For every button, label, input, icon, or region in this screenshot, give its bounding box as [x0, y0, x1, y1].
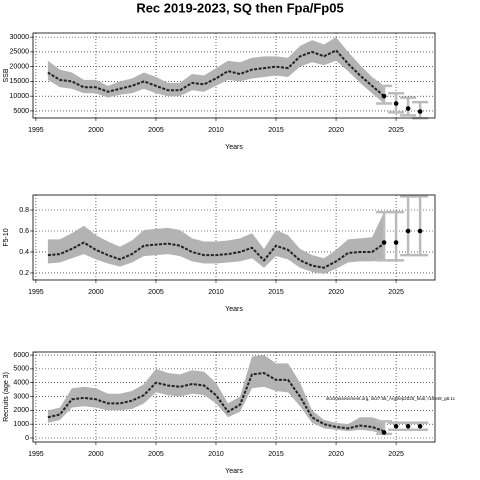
x-tick-label: 2025	[388, 289, 404, 296]
x-tick-label: 1995	[28, 451, 44, 458]
x-tick-label: 1995	[28, 289, 44, 296]
plot-frame	[32, 194, 436, 281]
y-tick-label: 25000	[10, 49, 30, 56]
projection-point	[393, 423, 399, 429]
estimate-line	[47, 241, 385, 269]
estimate-line	[47, 49, 385, 97]
projection-point	[381, 240, 387, 245]
annotation: stockassessment.org, lin27.56_Argi/lep20…	[326, 396, 456, 401]
y-axis-label: Recruits (age 3)	[3, 372, 10, 422]
x-tick-label: 2005	[148, 127, 164, 134]
y-tick-label: 20000	[10, 63, 30, 70]
x-tick-label: 2000	[88, 451, 104, 458]
projection-point	[393, 101, 399, 106]
x-tick-label: 2010	[208, 289, 224, 296]
x-tick-label: 2020	[328, 451, 344, 458]
x-axis-label: Years	[225, 306, 243, 313]
x-tick-label: 2000	[88, 289, 104, 296]
y-tick-label: 0.2	[19, 270, 29, 277]
y-tick-label: 15000	[10, 78, 30, 85]
y-tick-label: 6000	[13, 352, 29, 359]
confidence-band	[47, 37, 385, 104]
projection-point	[405, 228, 411, 234]
x-tick-label: 2020	[328, 127, 344, 134]
y-tick-label: 2000	[13, 407, 29, 414]
projection-point	[405, 423, 411, 429]
x-tick-label: 2005	[148, 451, 164, 458]
projection-point	[393, 240, 399, 245]
y-axis-label: SSB	[3, 68, 10, 82]
y-tick-label: 4000	[13, 380, 29, 387]
x-tick-label: 2000	[88, 127, 104, 134]
y-tick-label: 0.8	[19, 207, 29, 214]
x-tick-label: 2010	[208, 451, 224, 458]
projection-point	[417, 228, 423, 234]
projection-point	[405, 106, 411, 111]
x-tick-label: 2015	[268, 127, 284, 134]
plot-frame	[32, 32, 436, 119]
y-tick-label: 0	[25, 435, 29, 442]
y-tick-label: 3000	[13, 393, 29, 400]
x-tick-label: 1995	[28, 127, 44, 134]
plot-frame	[32, 351, 436, 443]
y-tick-label: 10000	[10, 93, 30, 100]
x-tick-label: 2015	[268, 289, 284, 296]
y-axis-label: F5-10	[3, 228, 10, 246]
y-tick-label: 5000	[13, 108, 29, 115]
y-tick-label: 0.6	[19, 228, 29, 235]
projection-point	[381, 93, 387, 99]
chart-title: Rec 2019-2023, SQ then Fpa/Fp05	[136, 0, 343, 15]
projection-point	[417, 423, 423, 429]
x-tick-label: 2025	[388, 451, 404, 458]
y-tick-label: 5000	[13, 366, 29, 373]
confidence-band	[47, 212, 385, 275]
estimate-line	[47, 371, 385, 433]
projection-point	[381, 430, 387, 435]
y-tick-label: 0.4	[19, 249, 29, 256]
x-tick-label: 2015	[268, 451, 284, 458]
x-tick-label: 2025	[388, 127, 404, 134]
x-tick-label: 2005	[148, 289, 164, 296]
y-tick-label: 1000	[13, 421, 29, 428]
x-tick-label: 2020	[328, 289, 344, 296]
x-axis-label: Years	[225, 468, 243, 475]
y-tick-label: 30000	[10, 34, 30, 41]
x-tick-label: 2010	[208, 127, 224, 134]
x-axis-label: Years	[225, 144, 243, 151]
projection-point	[417, 109, 423, 114]
